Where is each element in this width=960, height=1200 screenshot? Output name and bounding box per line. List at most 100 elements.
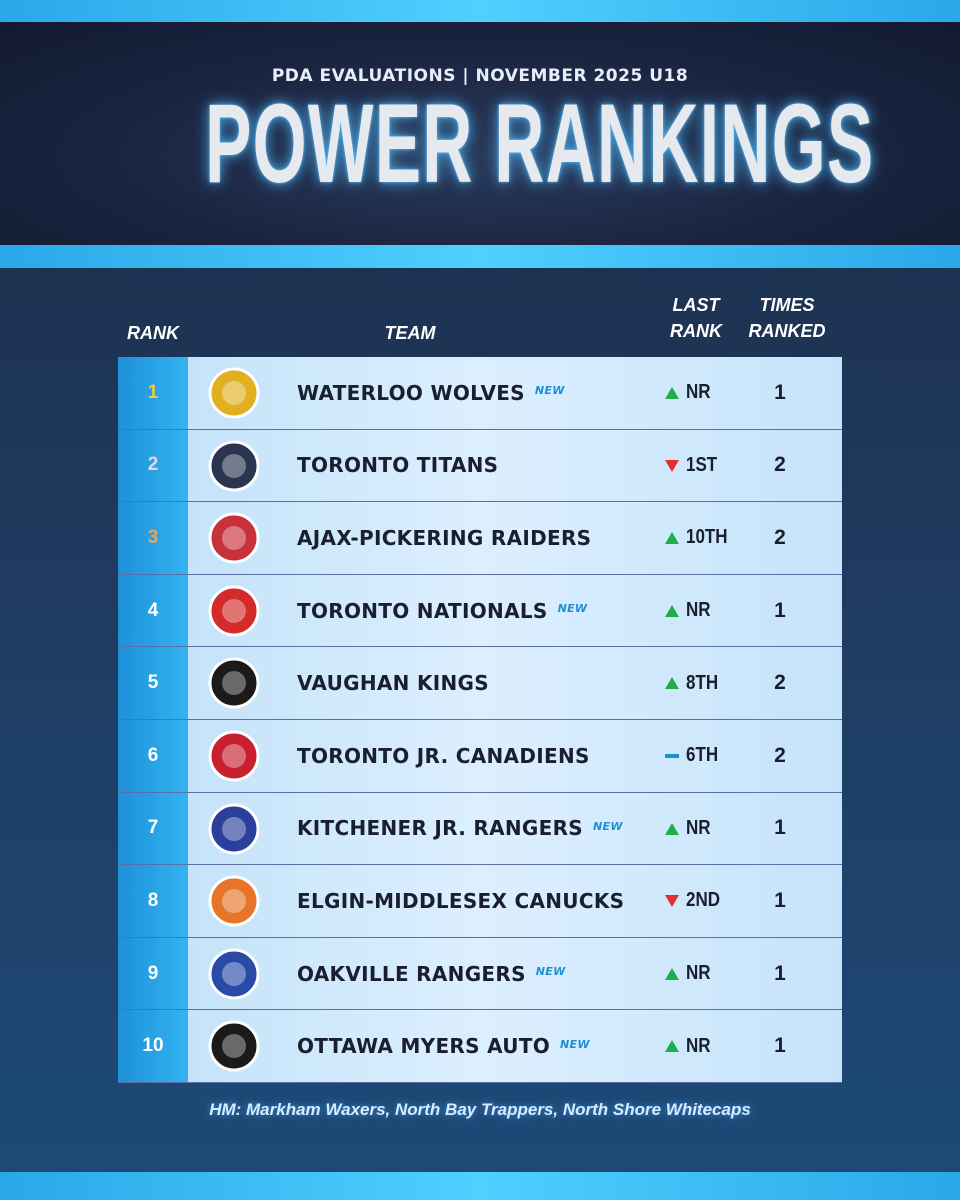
- team-name: KITCHENER JR. RANGERS NEW: [297, 793, 623, 865]
- trend-up: [665, 1040, 679, 1053]
- table-row: 4 TORONTO NATIONALS NEW NR 1: [118, 574, 842, 648]
- logo-inner: [222, 453, 246, 478]
- rank: 5: [118, 647, 188, 719]
- last-rank: 8TH: [686, 671, 719, 694]
- trend-up: [665, 532, 679, 545]
- team-name: WATERLOO WOLVES NEW: [297, 357, 565, 429]
- team-text: KITCHENER JR. RANGERS: [297, 816, 583, 841]
- table-row: 8 ELGIN-MIDDLESEX CANUCKS 2ND 1: [118, 865, 842, 938]
- rank: 10: [118, 1010, 188, 1082]
- trend-same: [665, 753, 679, 758]
- team-text: ELGIN-MIDDLESEX CANUCKS: [297, 888, 625, 913]
- team-logo: [208, 803, 260, 855]
- trend-up: [665, 387, 679, 399]
- trend-icon: [665, 895, 679, 908]
- logo-ring: [208, 512, 260, 564]
- times-ranked: 2: [774, 525, 786, 549]
- logo-ring: [208, 803, 260, 855]
- last-rank: NR: [686, 1034, 711, 1057]
- team-name: TORONTO NATIONALS NEW: [297, 575, 587, 647]
- table-row: 3 AJAX-PICKERING RAIDERS 10TH 2: [118, 502, 842, 575]
- logo-inner: [222, 816, 246, 841]
- logo-inner: [222, 671, 246, 696]
- trend-icon: [665, 532, 679, 545]
- logo-inner: [222, 526, 246, 551]
- times-ranked: 1: [774, 380, 786, 404]
- times-ranked: 1: [774, 598, 786, 622]
- times-ranked: 2: [774, 671, 786, 695]
- team-name: TORONTO TITANS: [297, 430, 498, 502]
- trend-up: [665, 822, 679, 835]
- last-rank: 1ST: [686, 453, 718, 476]
- team-logo: [208, 512, 260, 564]
- trend-up: [665, 967, 679, 980]
- team-logo: [208, 440, 260, 492]
- header: PDA EVALUATIONS | NOVEMBER 2025 U18 POWE…: [0, 22, 960, 245]
- honorable-mentions: HM: Markham Waxers, North Bay Trappers, …: [209, 1100, 751, 1119]
- team-name: ELGIN-MIDDLESEX CANUCKS: [297, 865, 624, 937]
- new-badge: NEW: [593, 819, 623, 833]
- col-rank: RANK: [127, 323, 179, 343]
- rank: 1: [118, 357, 188, 429]
- team-logo: [208, 948, 260, 1000]
- team-text: OTTAWA MYERS AUTO: [297, 1034, 551, 1059]
- logo-inner: [222, 889, 246, 914]
- team-text: OAKVILLE RANGERS: [297, 961, 526, 986]
- trend-down: [665, 895, 679, 908]
- new-badge: NEW: [557, 602, 588, 616]
- new-badge: NEW: [560, 1037, 590, 1051]
- new-badge: NEW: [535, 965, 566, 979]
- rank: 9: [118, 937, 188, 1010]
- team-text: VAUGHAN KINGS: [297, 671, 489, 696]
- col-team: TEAM: [384, 323, 436, 343]
- table-row: 5 VAUGHAN KINGS 8TH 2: [118, 647, 842, 720]
- times-ranked: 2: [774, 743, 786, 767]
- team-logo: [208, 1020, 260, 1072]
- rank: 4: [118, 574, 188, 647]
- team-text: AJAX-PICKERING RAIDERS: [297, 525, 592, 550]
- logo-ring: [208, 1020, 260, 1072]
- table-row: 6 TORONTO JR. CANADIENS 6TH 2: [118, 719, 842, 793]
- last-rank: 2ND: [686, 889, 721, 912]
- team-text: TORONTO JR. CANADIENS: [297, 743, 590, 768]
- rank: 6: [118, 719, 188, 792]
- logo-ring: [208, 875, 260, 927]
- trend-icon: [665, 677, 679, 690]
- trend-icon: [665, 1040, 679, 1053]
- top-strip: [0, 0, 960, 22]
- logo-inner: [222, 598, 246, 623]
- rankings-table: 1 WATERLOO WOLVES NEW NR 1 2 TORONTO TITANS 1ST…: [118, 357, 842, 1083]
- times-ranked: 1: [774, 816, 786, 840]
- trend-icon: [665, 459, 679, 472]
- team-name: TORONTO JR. CANADIENS: [297, 720, 590, 792]
- times-ranked: 1: [774, 888, 786, 912]
- trend-up: [665, 604, 679, 617]
- trend-down: [665, 459, 679, 472]
- team-logo: [208, 585, 260, 637]
- subtitle: PDA EVALUATIONS | NOVEMBER 2025 U18: [271, 66, 689, 86]
- last-rank: NR: [686, 381, 711, 404]
- logo-inner: [222, 961, 246, 986]
- trend-icon: [665, 387, 679, 399]
- team-logo: [208, 367, 260, 419]
- team-text: WATERLOO WOLVES: [297, 380, 525, 405]
- logo-ring: [208, 440, 260, 492]
- logo-inner: [222, 743, 246, 768]
- trend-icon: [665, 967, 679, 980]
- logo-ring: [208, 730, 260, 782]
- rank: 3: [118, 502, 188, 574]
- team-name: OAKVILLE RANGERS NEW: [297, 938, 566, 1010]
- col-times-ranked: TIMES RANKED: [748, 295, 826, 341]
- last-rank: NR: [686, 816, 711, 839]
- title: POWER RANKINGS: [205, 81, 875, 206]
- header-strip: [0, 245, 960, 268]
- team-name: OTTAWA MYERS AUTO NEW: [297, 1010, 590, 1082]
- trend-icon: [665, 604, 679, 617]
- new-badge: NEW: [534, 384, 565, 398]
- team-logo: [208, 730, 260, 782]
- last-rank: NR: [686, 962, 711, 985]
- bottom-strip: [0, 1172, 960, 1200]
- trend-up: [665, 677, 679, 690]
- trend-icon: [665, 753, 679, 758]
